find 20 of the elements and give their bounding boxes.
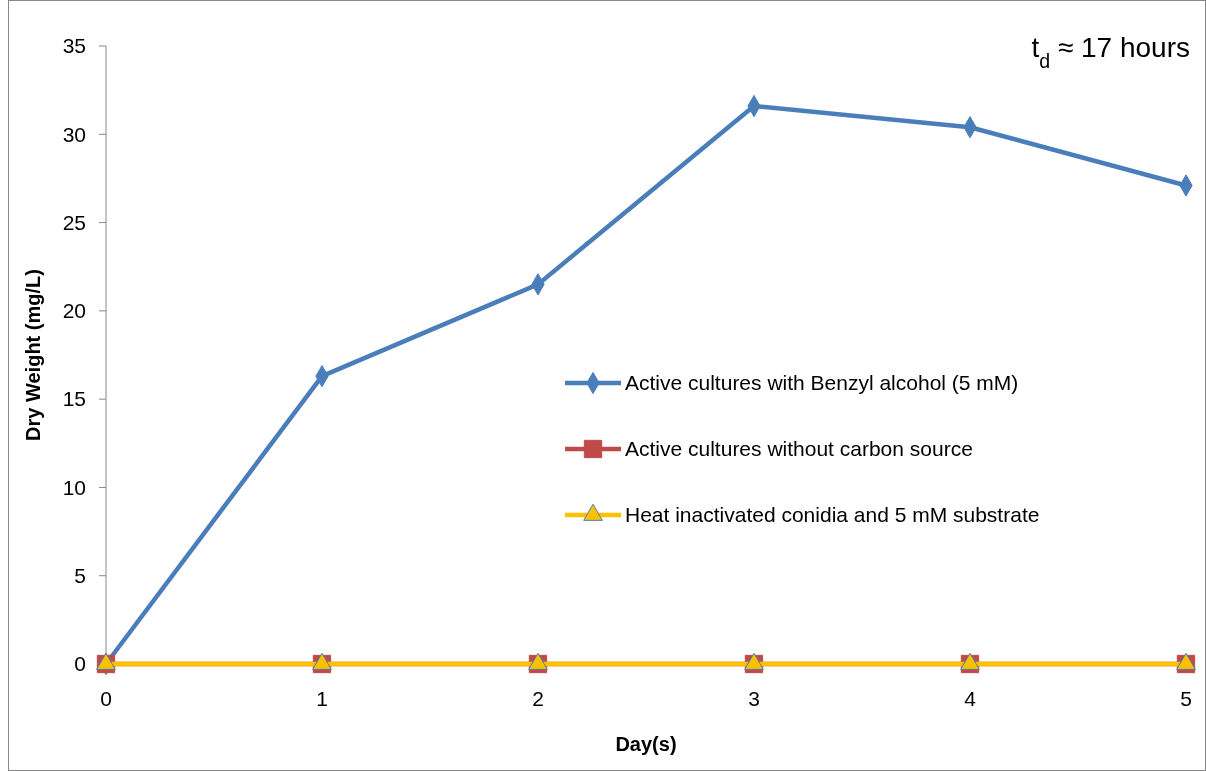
y-tick-label: 25	[62, 210, 86, 234]
x-tick-label: 2	[532, 687, 544, 710]
x-tick-label: 4	[964, 687, 977, 710]
legend-label: Heat inactivated conidia and 5 mM substrate	[625, 503, 1040, 527]
x-tick-label: 0	[100, 687, 112, 710]
y-axis-title: Dry Weight (mg/L)	[22, 269, 44, 441]
x-tick-label: 5	[1180, 687, 1192, 710]
legend-label: Active cultures with Benzyl alcohol (5 mM)	[625, 371, 1019, 395]
y-tick-label: 10	[62, 475, 86, 499]
y-tick-label: 30	[62, 122, 86, 146]
x-tick-label: 3	[748, 687, 760, 710]
y-tick-label: 35	[62, 34, 86, 58]
x-tick-label: 1	[316, 687, 328, 710]
y-tick-label: 5	[74, 564, 86, 588]
legend-label: Active cultures without carbon source	[625, 437, 973, 461]
y-tick-label: 15	[62, 387, 86, 411]
annotation: t$_{d}$ ≈ 17 hours	[1031, 32, 1190, 72]
y-tick-label: 20	[62, 299, 86, 323]
x-axis-title: Day(s)	[615, 733, 677, 755]
y-tick-label: 0	[74, 652, 86, 676]
